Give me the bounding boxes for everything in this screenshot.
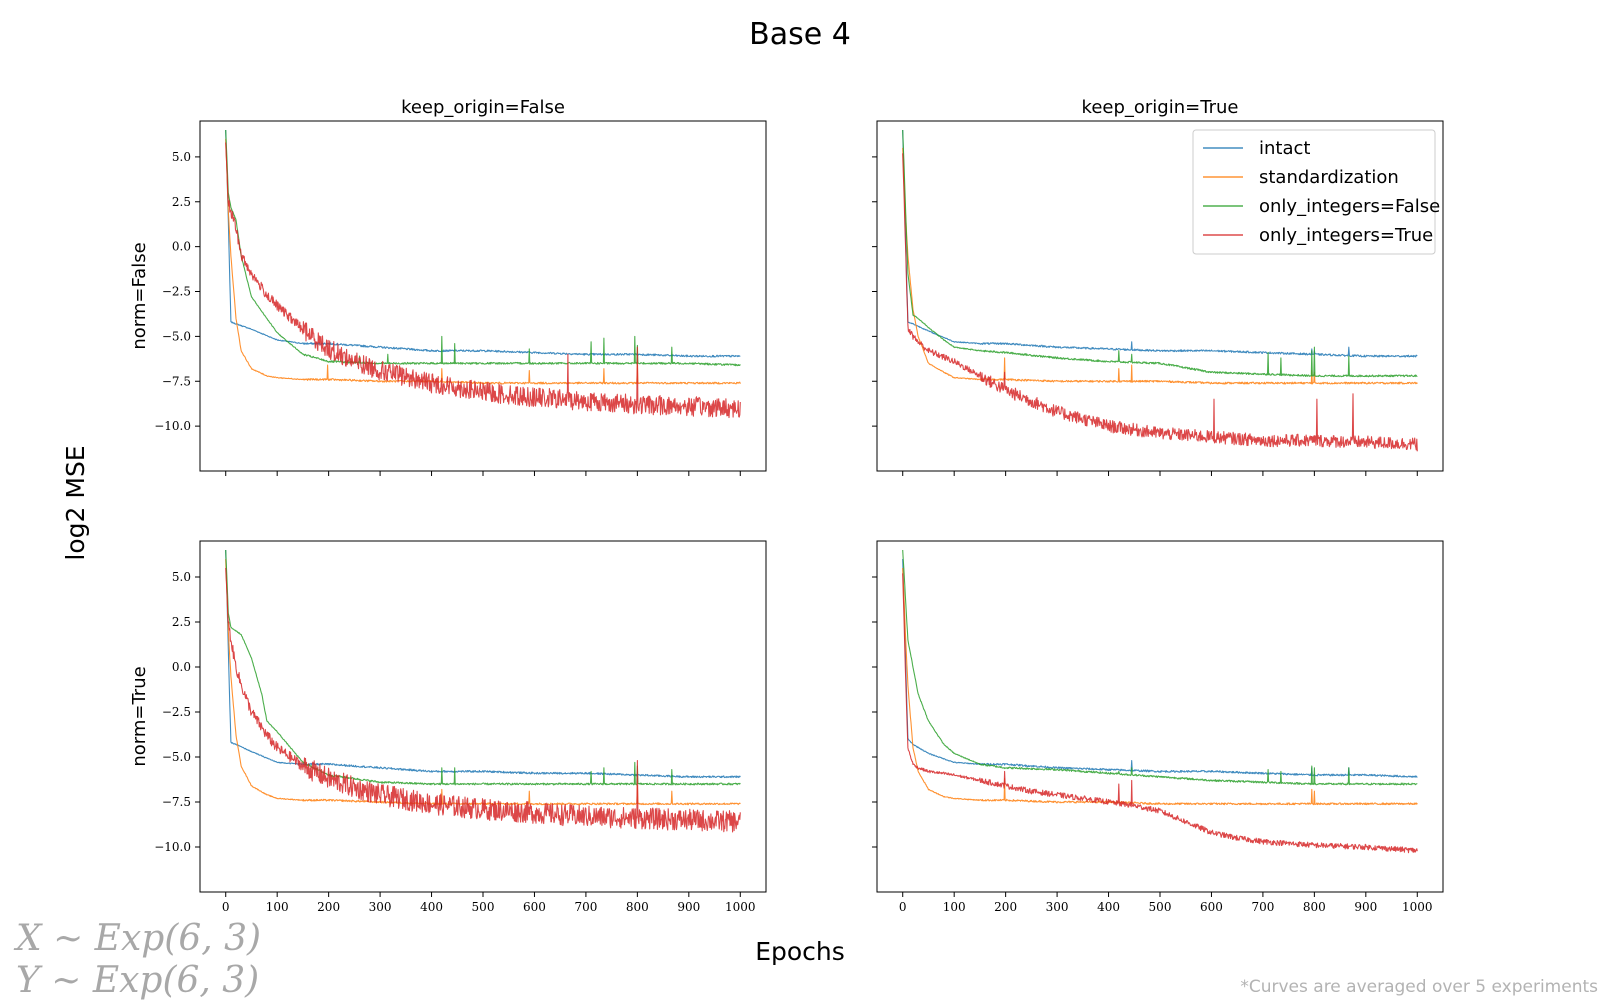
legend-entry-label: intact [1259,138,1310,159]
y-tick-label: −10.0 [154,840,191,854]
x-tick-label: 200 [994,900,1017,914]
series-line-intact [902,129,1418,358]
legend-entry-label: standardization [1259,167,1399,188]
series-line-only-integers-true [902,573,1418,854]
series-line-intact [902,558,1418,778]
x-tick-label: 1000 [725,900,756,914]
row-label: norm=False [129,242,150,349]
x-tick-label: 300 [1046,900,1069,914]
panel-bottom-right: 0 100 200 300 400 500 600 700 800 900 1000 [872,540,1444,914]
x-tick-label: 100 [266,900,289,914]
y-tick-label: 5.0 [172,150,191,164]
shared-y-axis-label: log2 MSE [61,445,90,560]
panel-title: keep_origin=True [1082,97,1239,118]
series-line-standardization [902,567,1418,806]
y-tick-label: −2.5 [162,285,191,299]
y-tick-label: −7.5 [162,795,191,809]
y-distribution-formula: Y ∼ Exp(6, 3) [16,960,259,1000]
x-tick-label: 700 [574,900,597,914]
y-tick-label: −7.5 [162,374,191,388]
footnote: *Curves are averaged over 5 experiments [1240,977,1598,997]
x-tick-label: 600 [1200,900,1223,914]
x-tick-label: 900 [677,900,700,914]
x-tick-label: 300 [369,900,392,914]
series-line-only-integers-false [225,129,741,367]
x-tick-label: 500 [1149,900,1172,914]
series-line-only-integers-false [225,549,741,786]
x-tick-label: 800 [1303,900,1326,914]
y-tick-label: 5.0 [172,570,191,584]
legend-entry-label: only_integers=True [1259,225,1433,246]
y-tick-label: 0.0 [172,660,191,674]
axes-frame [876,540,1444,893]
x-tick-label: 600 [523,900,546,914]
y-tick-label: −5.0 [162,750,191,764]
axes-frame [199,120,767,472]
axes-frame [199,540,767,893]
row-label: norm=True [129,666,150,766]
legend: intact standardization only_integers=False… [1192,129,1440,255]
series-line-only-integers-true [225,567,741,833]
y-tick-label: −2.5 [162,705,191,719]
y-tick-label: −10.0 [154,419,191,433]
panel-title: keep_origin=False [401,97,565,118]
x-tick-label: 200 [317,900,340,914]
series-line-only-integers-false [902,129,1418,378]
legend-entry-label: only_integers=False [1259,196,1440,217]
x-distribution-formula: X ∼ Exp(6, 3) [13,918,261,959]
x-tick-label: 100 [943,900,966,914]
x-tick-label: 400 [420,900,443,914]
figure-title: Base 4 [749,17,851,52]
shared-x-axis-label: Epochs [755,937,845,966]
x-tick-label: 900 [1354,900,1377,914]
series-line-only-integers-false [902,549,1418,786]
x-tick-label: 400 [1097,900,1120,914]
series-line-intact [225,549,741,779]
x-tick-label: 1000 [1402,900,1433,914]
x-tick-label: 0 [222,900,230,914]
y-tick-label: −5.0 [162,329,191,343]
series-line-standardization [225,138,741,385]
x-tick-label: 500 [472,900,495,914]
panel-top-left: 5.0 2.5 0.0 −2.5 −5.0 −7.5 −10.0 keep_origin=Fa… [129,97,767,476]
y-tick-label: 2.5 [172,195,191,209]
series-line-intact [225,129,741,358]
y-tick-label: 2.5 [172,615,191,629]
x-tick-label: 0 [899,900,907,914]
panel-bottom-left: 0 100 200 300 400 500 600 700 800 900 1000 5.0 2.5 0.… [129,540,767,914]
x-tick-label: 700 [1251,900,1274,914]
x-tick-label: 800 [626,900,649,914]
series-line-only-integers-true [225,142,741,419]
series-line-only-integers-true [902,153,1418,452]
y-tick-label: 0.0 [172,240,191,254]
